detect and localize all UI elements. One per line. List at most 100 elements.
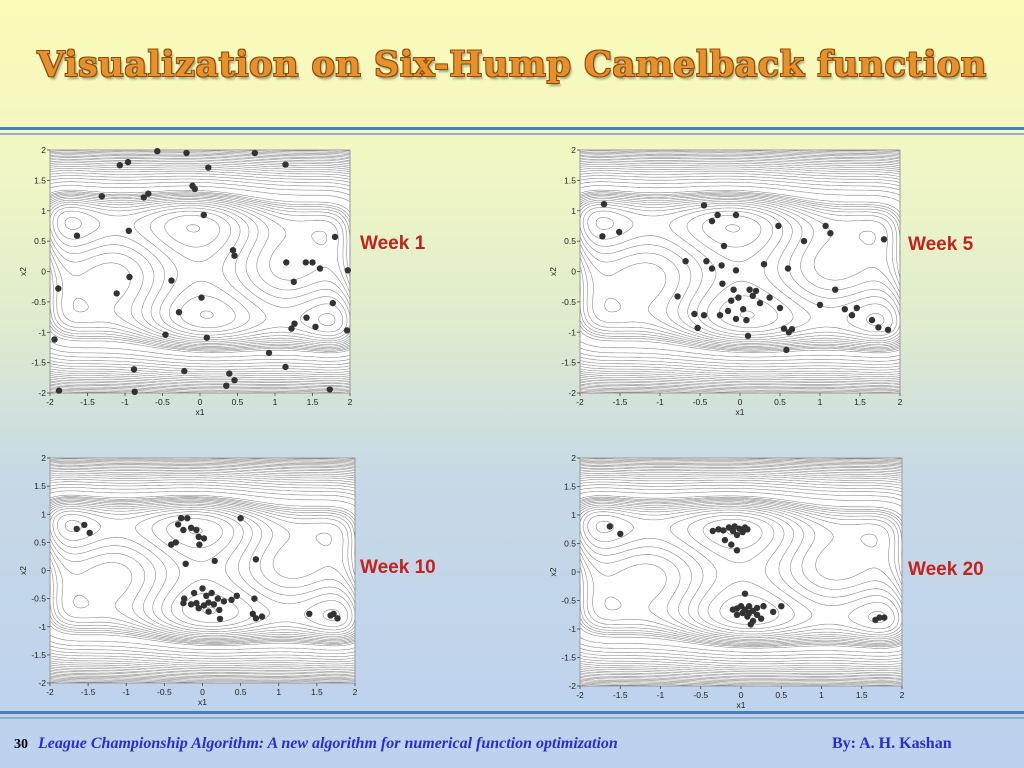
x-tick-label: -1 (121, 397, 129, 407)
data-point (732, 211, 740, 219)
data-point (884, 326, 892, 333)
plot-area (580, 458, 902, 686)
data-point (716, 312, 724, 319)
x-tick-label: -0.5 (693, 397, 708, 407)
x-tick-label: 0.5 (775, 690, 787, 700)
data-point (326, 386, 333, 393)
x-tick-label: -0.5 (157, 687, 172, 697)
data-point (743, 316, 750, 324)
data-point (203, 592, 210, 599)
x-tick-label: -1 (656, 397, 664, 407)
data-point (303, 314, 310, 321)
footer-divider (0, 711, 1024, 714)
data-point (228, 596, 235, 603)
data-point (744, 613, 751, 620)
y-tick-label: 1 (571, 510, 576, 520)
data-point (788, 326, 796, 333)
data-point (309, 259, 316, 266)
data-point (288, 325, 295, 332)
x-tick-label: 1.5 (311, 687, 323, 697)
scatter-plot-week-10: -2 -1.5 -1 -0.5 0 0.5 1 1.5 2 2 1.5 1 0.5 0 -0.5 -1 -1.5… (18, 453, 358, 707)
data-point (81, 521, 88, 529)
data-point (210, 601, 218, 608)
footer-divider-thin (0, 717, 1024, 719)
data-point (200, 211, 207, 219)
scatter-plot-week-5: -2 -1.5 -1 -0.5 0 0.5 1 1.5 2 2 1.5 1 0.5 0 -0.5 -1 -1.5… (548, 145, 903, 417)
data-point (124, 158, 132, 166)
header-divider (0, 127, 1024, 130)
data-point (728, 541, 735, 548)
data-point (733, 531, 741, 539)
data-point (708, 217, 716, 225)
data-point (757, 615, 765, 622)
data-point (183, 149, 190, 157)
data-point (98, 193, 106, 200)
y-tick-label: -2 (568, 681, 576, 691)
data-point (700, 202, 708, 209)
data-point (302, 259, 309, 266)
data-point (283, 259, 290, 266)
data-point (776, 304, 784, 312)
data-point (744, 526, 751, 533)
x-tick-label: 1.5 (854, 397, 866, 407)
data-point (343, 327, 351, 334)
data-point (733, 547, 741, 554)
data-point (211, 557, 218, 565)
footer-author: By: A. H. Kashan (832, 735, 952, 752)
data-point (700, 312, 708, 319)
data-point (694, 324, 701, 332)
data-point (740, 306, 747, 313)
data-point (714, 211, 721, 219)
data-point (766, 294, 773, 301)
x-tick-label: 1.5 (856, 690, 868, 700)
data-point (606, 523, 613, 530)
x-tick-label: -2 (576, 690, 584, 700)
data-point (73, 232, 81, 239)
data-point (875, 324, 882, 331)
data-point (728, 297, 735, 304)
y-tick-label: -0.5 (31, 594, 46, 604)
data-point (168, 277, 175, 284)
data-point (200, 602, 208, 609)
y-tick-label: -0.5 (561, 297, 576, 307)
x-tick-label: -1.5 (81, 687, 96, 697)
data-point (205, 164, 212, 171)
data-point (691, 310, 698, 318)
x-tick-label: -1.5 (613, 690, 628, 700)
data-point (216, 606, 223, 614)
data-point (753, 604, 761, 612)
data-point (125, 227, 132, 234)
data-point (760, 603, 767, 610)
data-point (168, 541, 175, 548)
x-axis-label: x1 (196, 407, 205, 417)
data-point (720, 527, 727, 534)
data-point (226, 370, 233, 377)
data-point (752, 287, 760, 295)
data-point (208, 589, 215, 597)
data-point (184, 515, 191, 522)
x-tick-label: -2 (46, 397, 54, 407)
x-tick-label: 2 (900, 690, 905, 700)
data-point (760, 261, 768, 268)
data-point (783, 346, 790, 354)
data-point (282, 363, 289, 371)
data-point (162, 331, 169, 338)
y-tick-label: 1.5 (34, 175, 46, 185)
data-point (739, 609, 746, 617)
data-point (252, 615, 260, 622)
data-point (753, 611, 761, 618)
y-tick-label: 2 (41, 453, 46, 463)
scatter-plot-week-20: -2 -1.5 -1 -0.5 0 0.5 1 1.5 2 2 1.5 1 0.5 0 -0.5 -1 -1.5… (548, 453, 905, 710)
data-point (181, 367, 188, 375)
week-20-label: Week 20 (908, 559, 984, 580)
data-point (251, 149, 258, 157)
data-point (51, 336, 58, 343)
y-tick-label: -2 (38, 678, 46, 688)
x-tick-label: 0 (738, 397, 743, 407)
data-point (330, 610, 337, 617)
y-tick-label: 1.5 (564, 175, 576, 185)
y-tick-label: -1.5 (31, 650, 46, 660)
data-point (853, 304, 860, 312)
data-point (199, 585, 206, 592)
data-point (196, 541, 203, 548)
